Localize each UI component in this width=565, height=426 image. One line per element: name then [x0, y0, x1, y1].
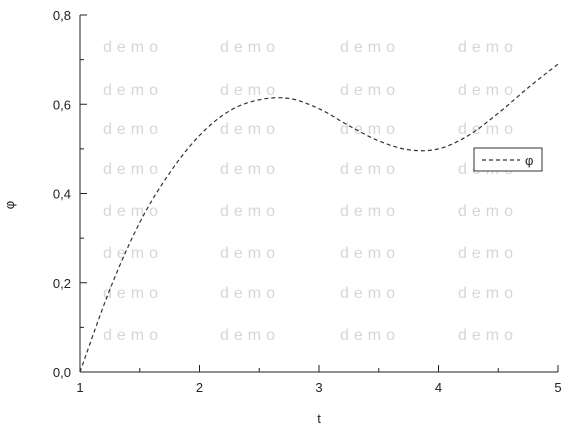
watermark-text: demo [340, 245, 400, 262]
watermark-text: demo [103, 245, 163, 262]
watermark-text: demo [458, 121, 518, 138]
watermark-text: demo [458, 39, 518, 56]
watermark-text: demo [220, 161, 280, 178]
watermark-text: demo [340, 39, 400, 56]
watermark-text: demo [220, 327, 280, 344]
y-tick-label: 0,6 [53, 97, 71, 112]
y-tick-label: 0,2 [53, 276, 71, 291]
legend-box [473, 147, 543, 172]
y-tick-label: 0,8 [53, 8, 71, 23]
x-tick-label: 1 [76, 380, 83, 395]
watermark-text: demo [220, 285, 280, 302]
y-tick-label: 0,0 [53, 365, 71, 380]
watermark-text: demo [340, 327, 400, 344]
watermark-text: demo [458, 203, 518, 220]
watermark-text: demo [220, 82, 280, 99]
watermark-text: demo [220, 121, 280, 138]
watermark-text: demo [458, 285, 518, 302]
watermark-text: demo [458, 245, 518, 262]
series-layer [79, 63, 559, 373]
watermark-text: demo [340, 285, 400, 302]
watermark-layer: demo demo demo demo demo demo demo demo demo demo… [103, 39, 518, 344]
tick-labels: 1 2 3 4 5 0,0 0,2 0,4 0,6 0,8 [53, 8, 562, 395]
x-tick-label: 5 [554, 380, 561, 395]
watermark-text: demo [103, 121, 163, 138]
axes [79, 15, 558, 373]
watermark-text: demo [103, 327, 163, 344]
watermark-text: demo [458, 82, 518, 99]
y-axis-label: φ [2, 201, 17, 209]
legend: φ [473, 147, 543, 172]
watermark-text: demo [340, 121, 400, 138]
watermark-text: demo [220, 245, 280, 262]
watermark-text: demo [458, 327, 518, 344]
y-tick-label: 0,4 [53, 187, 71, 202]
x-axis-label: t [317, 411, 321, 426]
tick-marks [79, 14, 559, 373]
series-line [79, 63, 559, 373]
watermark-text: demo [103, 285, 163, 302]
watermark-text: demo [103, 203, 163, 220]
watermark-text: demo [220, 39, 280, 56]
watermark-text: demo [340, 203, 400, 220]
watermark-text: demo [220, 203, 280, 220]
legend-entry-label: φ [525, 153, 533, 168]
watermark-text: demo [340, 161, 400, 178]
watermark-text: demo [340, 82, 400, 99]
watermark-text: demo [103, 39, 163, 56]
watermark-text: demo [103, 82, 163, 99]
watermark-text: demo [103, 161, 163, 178]
x-tick-label: 3 [315, 380, 322, 395]
x-tick-label: 4 [435, 380, 442, 395]
x-tick-label: 2 [196, 380, 203, 395]
